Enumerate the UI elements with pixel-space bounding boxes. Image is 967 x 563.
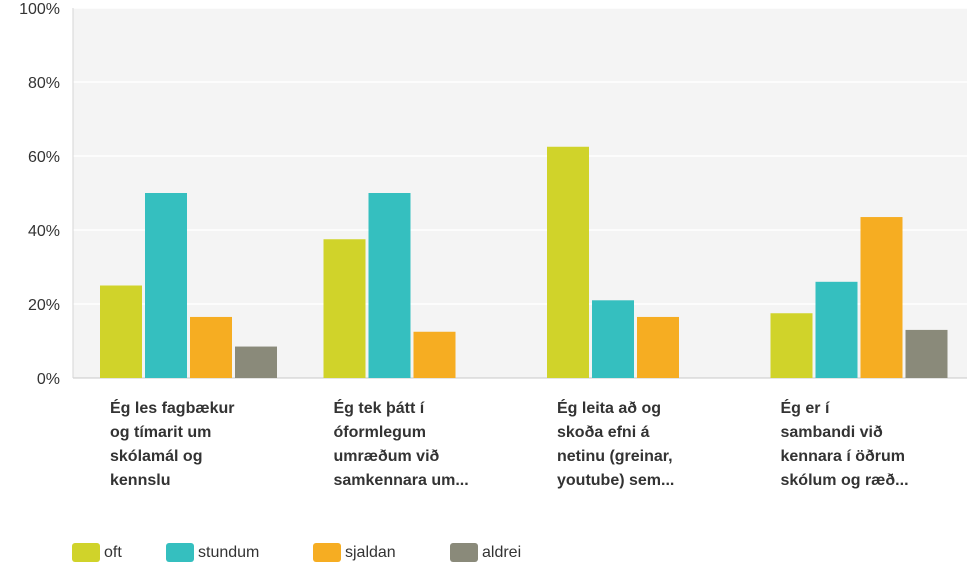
legend-swatch [450,543,478,562]
x-category-label-line: Ég leita að og [557,400,662,417]
bar-sjaldan [413,331,456,378]
bar-stundum [145,193,187,378]
bar-stundum [815,281,858,378]
x-category-label-line: skólum og ræð... [780,472,909,489]
legend-swatch [72,543,100,562]
x-category-label-line: og tímarit um [110,424,212,441]
x-category-label: Ég les fagbækur og tímarit um skólamál og k… [110,397,280,493]
legend-item-sjaldan: sjaldan [313,542,396,563]
x-category-label-line: kennslu [110,472,171,489]
bar-oft [100,285,142,378]
x-category-label-line: sambandi við [780,424,883,441]
bar-oft [547,146,589,378]
bar-aldrei [905,329,948,378]
legend-item-oft: oft [72,542,122,563]
bar-sjaldan [860,217,903,378]
y-axis-ticks: 0% 20% 40% 60% 80% 100% [19,1,60,388]
legend-item-stundum: stundum [166,542,259,563]
legend-label: sjaldan [345,543,396,561]
y-tick-label: 20% [28,297,60,314]
bar-aldrei [235,346,277,378]
bar-stundum [592,300,634,378]
x-category-label-line: Ég tek þátt í [333,400,425,417]
x-category-label-line: youtube) sem... [557,472,675,489]
y-tick-label: 0% [37,371,60,388]
y-tick-label: 100% [19,1,60,18]
x-category-label-line: umræðum við [333,448,440,465]
legend-label: stundum [198,543,260,561]
legend-label: aldrei [482,543,522,561]
x-category-label: Ég tek þátt í óformlegum umræðum við samken… [334,397,504,493]
bar-stundum [368,193,411,378]
bars [100,146,948,378]
x-category-label-line: netinu (greinar, [557,448,673,465]
x-category-label-line: Ég er í [780,400,830,417]
x-category-label-line: samkennara um... [333,472,469,489]
x-category-label-line: skólamál og [110,448,203,465]
bar-sjaldan [637,316,679,378]
x-category-label-line: skoða efni á [557,424,650,441]
legend-label: oft [104,543,122,561]
y-tick-label: 80% [28,75,60,92]
x-category-label: Ég leita að og skoða efni á netinu (greina… [557,397,727,493]
legend-swatch [313,543,341,562]
y-tick-label: 40% [28,223,60,240]
legend-item-aldrei: aldrei [450,542,521,563]
grid-lines [72,7,967,379]
legend-swatch [166,543,194,562]
y-tick-label: 60% [28,149,60,166]
x-category-label-line: óformlegum [333,424,426,441]
x-category-label-line: kennara í öðrum [780,448,905,465]
bar-oft [323,239,366,378]
x-category-label-line: Ég les fagbækur [110,400,235,417]
bar-oft [770,313,813,378]
bar-sjaldan [190,316,232,378]
x-category-label: Ég er í sambandi við kennara í öðrum skólum… [781,397,951,493]
